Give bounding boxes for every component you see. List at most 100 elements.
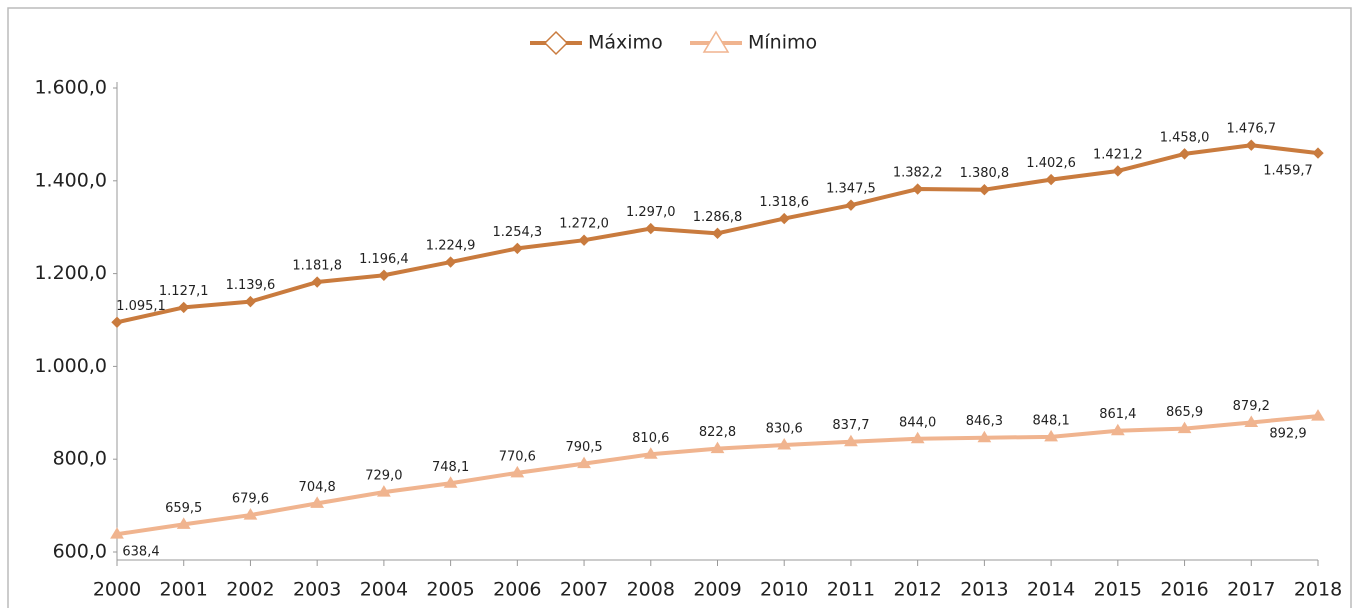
x-tick-label: 2011: [827, 579, 875, 601]
data-label: 1.297,0: [626, 205, 676, 220]
data-label: 1.127,1: [159, 284, 209, 299]
data-label: 1.347,5: [826, 182, 876, 197]
data-label: 865,9: [1166, 405, 1203, 420]
data-point: [1245, 139, 1257, 151]
data-point: [510, 465, 525, 478]
data-label: 830,6: [766, 422, 803, 437]
x-tick-label: 2004: [360, 579, 408, 601]
x-tick-label: 2009: [693, 579, 741, 601]
data-label: 861,4: [1099, 407, 1136, 422]
x-tick-label: 2012: [893, 579, 941, 601]
data-label: 1.272,0: [559, 217, 609, 232]
data-label: 844,0: [899, 415, 936, 430]
data-point: [910, 431, 925, 444]
data-point: [443, 476, 458, 488]
x-tick-label: 2015: [1094, 579, 1142, 601]
data-label: 790,5: [565, 440, 602, 455]
data-point: [1044, 429, 1058, 442]
data-point: [511, 242, 524, 255]
x-tick-label: 2008: [627, 579, 675, 601]
data-label: 1.458,0: [1160, 130, 1210, 145]
x-tick-label: 2007: [560, 579, 608, 601]
data-point: [577, 456, 591, 469]
y-tick-label: 1.600,0: [34, 77, 107, 99]
data-label: 729,0: [365, 469, 402, 484]
data-label: 770,6: [499, 449, 536, 464]
data-point: [643, 447, 658, 459]
data-label: 1.421,2: [1093, 147, 1143, 162]
x-tick-label: 2018: [1294, 579, 1342, 601]
data-label: 810,6: [632, 431, 669, 446]
x-tick-label: 2001: [160, 579, 208, 601]
legend-label: Mínimo: [748, 32, 817, 54]
x-tick-label: 2000: [93, 579, 141, 601]
data-label: 822,8: [699, 425, 736, 440]
data-point: [844, 434, 858, 447]
data-label: 659,5: [165, 501, 202, 516]
data-point: [1311, 409, 1325, 421]
data-point: [178, 301, 190, 314]
data-label: 704,8: [299, 480, 336, 495]
data-label: 837,7: [832, 418, 869, 433]
data-point: [1177, 421, 1192, 434]
legend-label: Máximo: [588, 32, 663, 54]
data-label: 638,4: [122, 545, 159, 560]
y-tick-label: 1.000,0: [34, 355, 107, 377]
x-tick-label: 2013: [960, 579, 1008, 601]
data-point: [244, 295, 257, 308]
data-point: [110, 527, 124, 539]
data-label: 846,3: [966, 414, 1003, 429]
data-label: 1.459,7: [1263, 164, 1313, 179]
data-label: 1.286,8: [693, 210, 743, 225]
data-point: [444, 256, 457, 268]
data-point: [311, 276, 323, 288]
data-point: [777, 438, 792, 450]
x-tick-label: 2003: [293, 579, 341, 601]
data-label: 892,9: [1269, 427, 1306, 442]
y-tick-label: 1.200,0: [34, 262, 107, 284]
data-label: 848,1: [1033, 413, 1070, 428]
y-tick-label: 1.400,0: [34, 169, 107, 191]
legend-marker: [702, 30, 730, 53]
data-label: 1.254,3: [493, 225, 543, 240]
data-point: [176, 517, 191, 529]
data-label: 1.196,4: [359, 252, 409, 267]
data-label: 1.095,1: [116, 299, 166, 314]
y-tick-label: 800,0: [53, 448, 107, 470]
x-tick-label: 2002: [226, 579, 274, 601]
x-tick-label: 2010: [760, 579, 808, 601]
data-label: 1.476,7: [1226, 122, 1276, 137]
data-point: [977, 430, 992, 443]
data-label: 748,1: [432, 460, 469, 475]
data-point: [378, 269, 390, 281]
data-label: 1.139,6: [226, 278, 276, 293]
data-point: [111, 316, 123, 328]
data-point: [578, 234, 590, 246]
x-tick-label: 2006: [493, 579, 541, 601]
data-point: [1045, 173, 1057, 186]
data-point: [911, 183, 924, 195]
data-point: [645, 222, 657, 235]
data-label: 879,2: [1233, 399, 1270, 414]
data-point: [377, 485, 391, 497]
legend-marker: [543, 30, 569, 56]
x-tick-label: 2014: [1027, 579, 1075, 601]
chart-frame: [7, 7, 1352, 608]
x-tick-label: 2017: [1227, 579, 1275, 601]
x-tick-label: 2016: [1160, 579, 1208, 601]
data-label: 1.382,2: [893, 166, 943, 181]
data-point: [1110, 423, 1125, 436]
data-point: [1312, 147, 1324, 159]
data-label: 1.181,8: [292, 259, 342, 274]
data-point: [243, 508, 258, 520]
data-point: [978, 184, 991, 196]
data-point: [1178, 148, 1191, 160]
y-tick-label: 600,0: [53, 541, 107, 563]
data-point: [1112, 165, 1124, 177]
data-point: [310, 496, 325, 508]
data-label: 679,6: [232, 492, 269, 507]
data-point: [711, 227, 724, 240]
data-label: 1.402,6: [1026, 156, 1076, 171]
data-point: [1244, 415, 1259, 427]
